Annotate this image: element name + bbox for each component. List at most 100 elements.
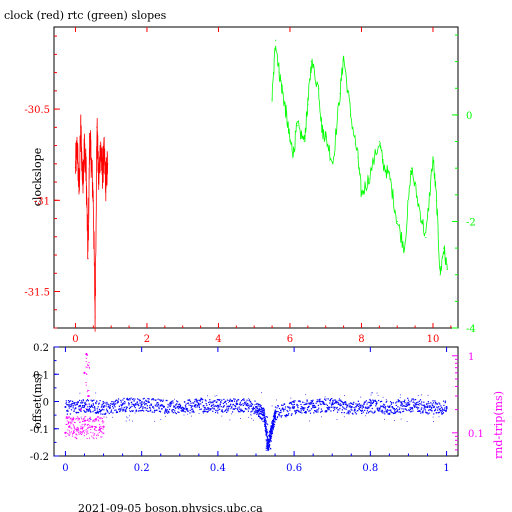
offset-noise-dot <box>80 410 82 412</box>
offset-noise-dot <box>210 405 212 407</box>
roundtrip-noise-dot <box>81 427 83 429</box>
offset-noise-dot <box>367 408 369 410</box>
offset-noise-dot <box>215 401 217 404</box>
offset-noise-dot <box>260 404 262 407</box>
offset-noise-dot <box>341 401 343 403</box>
roundtrip-noise-dot <box>87 389 89 391</box>
offset-noise-dot <box>271 434 273 436</box>
offset-noise-dot <box>264 419 266 421</box>
offset-noise-dot <box>106 401 108 403</box>
offset-noise-dot <box>110 411 112 413</box>
offset-noise-dot <box>112 416 114 418</box>
offset-noise-dot <box>386 410 388 412</box>
offset-noise-dot <box>95 403 97 405</box>
offset-noise-dot <box>438 408 441 411</box>
offset-noise-dot <box>363 406 365 408</box>
offset-noise-dot <box>175 413 177 415</box>
offset-noise-dot <box>107 406 110 408</box>
offset-noise-dot <box>415 399 417 401</box>
offset-noise-dot <box>86 409 88 411</box>
offset-noise-dot <box>134 407 136 409</box>
offset-noise-dot <box>302 401 304 403</box>
offset-noise-dot <box>330 406 332 408</box>
offset-noise-dot <box>413 399 415 401</box>
clock-slope-point <box>82 181 84 183</box>
rtc-slope-point <box>435 199 438 201</box>
offset-noise-dot <box>269 447 271 449</box>
clock-slope-point <box>83 144 85 147</box>
offset-noise-dot <box>340 404 342 406</box>
offset-noise-dot <box>332 401 334 403</box>
offset-noise-dot <box>248 416 250 418</box>
offset-noise-dot <box>432 400 434 402</box>
offset-noise-dot <box>205 403 207 405</box>
rtc-slope-point <box>382 162 384 164</box>
offset-point <box>197 403 200 406</box>
offset-noise-dot <box>201 401 203 403</box>
offset-noise-dot <box>87 400 89 402</box>
offset-noise-dot <box>316 399 318 401</box>
offset-y-tick-label: -0.1 <box>30 425 49 436</box>
slopes-y2-tick-label: -4 <box>466 324 476 335</box>
offset-noise-dot <box>118 398 120 400</box>
offset-noise-dot <box>75 412 77 414</box>
offset-noise-dot <box>293 401 295 403</box>
offset-point <box>350 405 353 408</box>
offset-noise-dot <box>429 409 431 411</box>
offset-noise-dot <box>358 405 360 407</box>
roundtrip-noise-dot <box>88 365 90 367</box>
offset-noise-dot <box>406 404 408 407</box>
offset-noise-dot <box>266 445 268 448</box>
offset-noise-dot <box>306 408 308 410</box>
offset-noise-dot <box>258 413 260 415</box>
roundtrip-noise-dot <box>70 421 72 423</box>
offset-noise-dot <box>322 402 324 404</box>
offset-noise-dot <box>273 426 275 428</box>
offset-noise-dot <box>336 411 339 413</box>
roundtrip-noise-dot <box>89 416 91 418</box>
offset-noise-dot <box>86 399 89 401</box>
offset-noise-dot <box>347 404 349 406</box>
offset-noise-dot <box>229 400 231 402</box>
roundtrip-noise-dot <box>95 430 97 432</box>
offset-noise-dot <box>296 403 298 405</box>
roundtrip-noise-dot <box>82 430 84 432</box>
offset-noise-dot <box>84 401 86 404</box>
offset-noise-dot <box>171 409 174 411</box>
offset-noise-dot <box>324 410 327 412</box>
offset-noise-dot <box>262 421 264 422</box>
roundtrip-noise-dot <box>102 420 104 422</box>
offset-noise-dot <box>214 395 216 397</box>
offset-noise-dot <box>238 406 240 408</box>
offset-noise-dot <box>341 409 343 411</box>
offset-noise-dot <box>369 398 371 401</box>
offset-noise-dot <box>328 409 330 411</box>
offset-noise-dot <box>168 405 170 407</box>
offset-noise-dot <box>309 409 311 411</box>
offset-noise-dot <box>259 404 261 406</box>
offset-noise-dot <box>173 406 174 408</box>
offset-noise-dot <box>273 420 275 423</box>
offset-noise-dot <box>98 403 100 405</box>
offset-noise-dot <box>67 404 69 406</box>
offset-noise-dot <box>119 409 122 411</box>
offset-noise-dot <box>132 410 134 412</box>
offset-noise-dot <box>107 403 109 405</box>
offset-noise-dot <box>212 402 214 404</box>
offset-noise-dot <box>324 396 326 398</box>
offset-noise-dot <box>129 415 130 417</box>
roundtrip-noise-dot <box>85 384 87 386</box>
offset-noise-dot <box>124 403 126 405</box>
offset-noise-dot <box>190 402 192 404</box>
offset-noise-dot <box>371 402 373 404</box>
roundtrip-noise-dot <box>94 429 96 431</box>
offset-noise-dot <box>263 409 265 412</box>
offset-noise-dot <box>130 406 132 409</box>
offset-noise-dot <box>261 413 263 416</box>
offset-noise-dot <box>205 406 206 408</box>
offset-noise-dot <box>166 399 168 402</box>
offset-noise-dot <box>353 406 355 409</box>
offset-noise-dot <box>295 411 297 413</box>
offset-noise-dot <box>293 407 295 410</box>
offset-noise-dot <box>226 405 228 407</box>
